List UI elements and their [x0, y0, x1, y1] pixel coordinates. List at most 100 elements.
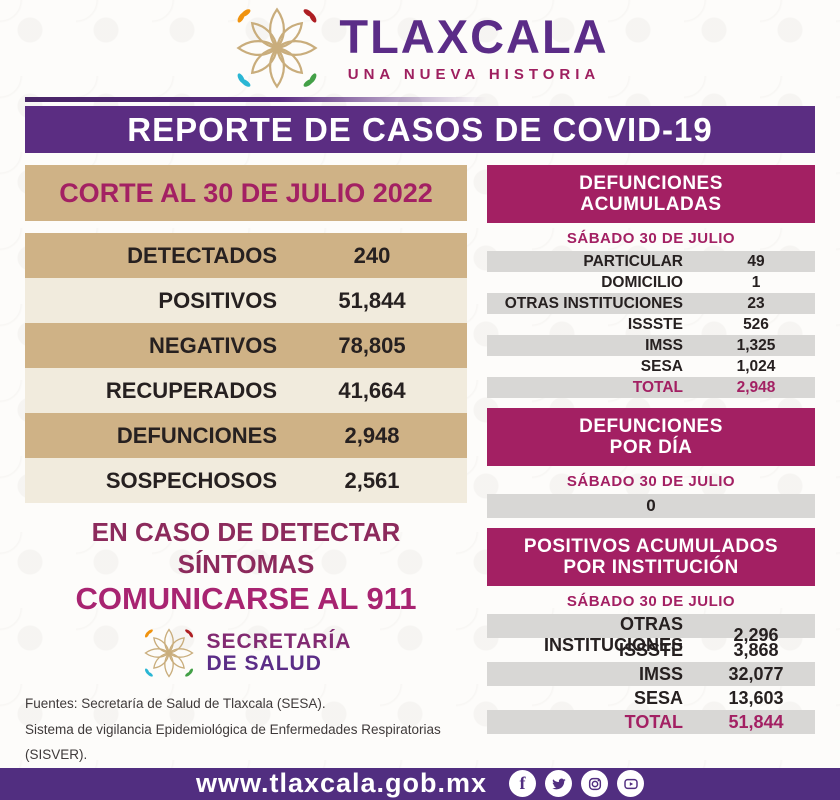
row-value: 1,024 — [736, 357, 776, 375]
section-date: SÁBADO 30 DE JULIO — [566, 593, 736, 611]
report-title: REPORTE DE CASOS DE COVID-19 — [127, 110, 713, 148]
flower-color-accents — [237, 9, 317, 88]
table-row: SESA 13,603 — [487, 686, 815, 710]
stat-value: 51,844 — [338, 287, 406, 313]
brand-block: TLAXCALA UNA NUEVA HISTORIA — [339, 13, 608, 83]
table-row: OTRAS INSTITUCIONES 23 — [487, 293, 815, 315]
row-label: PARTICULAR — [583, 252, 683, 270]
table-total-row: TOTAL 2,948 — [487, 377, 815, 399]
instagram-icon[interactable] — [581, 770, 609, 798]
stat-label: DETECTADOS — [127, 242, 277, 268]
sources-line-2: Sistema de vigilancia Epidemiológica de … — [25, 721, 441, 763]
row-label: SESA — [633, 687, 683, 708]
section-date: SÁBADO 30 DE JULIO — [566, 473, 736, 491]
row-value: 32,077 — [728, 663, 784, 684]
symptoms-notice: EN CASO DE DETECTAR SÍNTOMAS COMUNICARSE… — [25, 517, 467, 617]
stat-label: RECUPERADOS — [105, 377, 277, 403]
section-title-line-1: DEFUNCIONES — [579, 415, 723, 437]
table-row: IMSS 1,325 — [487, 335, 815, 357]
row-value: 526 — [743, 315, 769, 333]
row-label: DOMICILIO — [601, 273, 683, 291]
youtube-icon[interactable] — [617, 770, 645, 798]
ministry-line-1: SECRETARÍA — [206, 629, 352, 653]
row-label: OTRAS INSTITUCIONES — [543, 614, 683, 656]
sources-line-1: Fuentes: Secretaría de Salud de Tlaxcala… — [25, 695, 326, 711]
section-title-line-1: POSITIVOS ACUMULADOS — [523, 535, 779, 557]
row-label: OTRAS INSTITUCIONES — [504, 294, 683, 312]
stat-row-sospechosos: SOSPECHOSOS 2,561 — [25, 458, 467, 504]
ministry-text: SECRETARÍA DE SALUD — [206, 629, 352, 675]
table-row: IMSS 32,077 — [487, 662, 815, 687]
stat-label: POSITIVOS — [158, 287, 277, 313]
row-value: 1 — [751, 273, 761, 291]
stat-row-detectados: DETECTADOS 240 — [25, 233, 467, 279]
social-icons: f — [509, 770, 645, 798]
table-row: PARTICULAR 49 — [487, 251, 815, 273]
stat-row-positivos: POSITIVOS 51,844 — [25, 278, 467, 324]
table-total-row: TOTAL 51,844 — [487, 710, 815, 735]
section-deaths-per-day: DEFUNCIONES POR DÍA SÁBADO 30 DE JULIO 0 — [487, 408, 815, 519]
section-title-line-2: ACUMULADAS — [580, 194, 722, 216]
table-row: DOMICILIO 1 — [487, 272, 815, 293]
section-title-line-1: DEFUNCIONES — [579, 172, 723, 194]
total-value: 2,948 — [736, 378, 776, 396]
row-value: 49 — [747, 252, 765, 270]
table-row: ISSSTE 3,868 — [487, 638, 815, 662]
stat-row-negativos: NEGATIVOS 78,805 — [25, 323, 467, 369]
stat-value: 2,948 — [344, 422, 400, 448]
report-banner: REPORTE DE CASOS DE COVID-19 — [25, 105, 815, 154]
stats-table: DETECTADOS 240 POSITIVOS 51,844 NEGATIVO… — [25, 233, 467, 504]
stat-value: 240 — [353, 242, 391, 268]
facebook-glyph: f — [519, 773, 526, 794]
sesa-flower-icon — [143, 628, 194, 678]
cutoff-title: CORTE AL 30 DE JULIO 2022 — [59, 177, 433, 208]
row-value: 2,296 — [733, 624, 779, 645]
stat-row-defunciones: DEFUNCIONES 2,948 — [25, 413, 467, 459]
section-deaths-accumulated: DEFUNCIONES ACUMULADAS SÁBADO 30 DE JULI… — [487, 165, 815, 399]
deaths-per-day-value: 0 — [487, 494, 815, 519]
health-ministry-logo: SECRETARÍA DE SALUD — [25, 625, 467, 681]
content: CORTE AL 30 DE JULIO 2022 DETECTADOS 240… — [0, 153, 840, 767]
twitter-icon[interactable] — [545, 770, 573, 798]
stat-value: 2,561 — [344, 467, 400, 493]
row-value: 23 — [747, 294, 765, 312]
sources-note: Fuentes: Secretaría de Salud de Tlaxcala… — [25, 691, 467, 768]
cutoff-header: CORTE AL 30 DE JULIO 2022 — [25, 165, 467, 222]
total-value: 51,844 — [728, 711, 784, 732]
stat-label: SOSPECHOSOS — [105, 467, 277, 493]
stat-value: 78,805 — [338, 332, 406, 358]
section-positives-by-institution: POSITIVOS ACUMULADOS POR INSTITUCIÓN SÁB… — [487, 528, 815, 735]
row-label: SESA — [640, 357, 683, 375]
row-label: ISSSTE — [627, 315, 683, 333]
row-value: 13,603 — [728, 687, 784, 708]
table-row: SESA 1,024 — [487, 356, 815, 377]
notice-line-2: COMUNICARSE AL 911 — [75, 580, 417, 616]
section-date: SÁBADO 30 DE JULIO — [566, 230, 736, 248]
footer-url-link[interactable]: www.tlaxcala.gob.mx — [195, 768, 488, 799]
stat-label: DEFUNCIONES — [116, 422, 277, 448]
total-label: TOTAL — [632, 378, 683, 396]
row-value: 3,868 — [733, 639, 779, 660]
stat-label: NEGATIVOS — [149, 332, 277, 358]
footer-bar: www.tlaxcala.gob.mx f — [0, 767, 840, 800]
row-label: ISSSTE — [618, 639, 683, 660]
banner-accent-strip — [25, 96, 487, 102]
section-title-line-2: POR DÍA — [609, 437, 693, 459]
tlaxcala-flower-logo — [236, 7, 318, 89]
left-panel: CORTE AL 30 DE JULIO 2022 DETECTADOS 240… — [25, 165, 467, 767]
row-label: IMSS — [638, 663, 683, 684]
flower-color-accents — [144, 629, 193, 677]
brand-tagline: UNA NUEVA HISTORIA — [347, 66, 601, 84]
ministry-line-2: DE SALUD — [206, 651, 322, 675]
section-header: DEFUNCIONES POR DÍA — [487, 408, 815, 467]
table-row: ISSSTE 526 — [487, 314, 815, 335]
section-header: POSITIVOS ACUMULADOS POR INSTITUCIÓN — [487, 528, 815, 587]
facebook-icon[interactable]: f — [509, 770, 537, 798]
notice-line-1: EN CASO DE DETECTAR SÍNTOMAS — [91, 517, 401, 579]
section-title-line-2: POR INSTITUCIÓN — [563, 557, 739, 579]
stat-value: 41,664 — [338, 377, 406, 403]
row-label: IMSS — [645, 336, 683, 354]
right-panel: DEFUNCIONES ACUMULADAS SÁBADO 30 DE JULI… — [487, 165, 815, 767]
total-label: TOTAL — [624, 711, 683, 732]
